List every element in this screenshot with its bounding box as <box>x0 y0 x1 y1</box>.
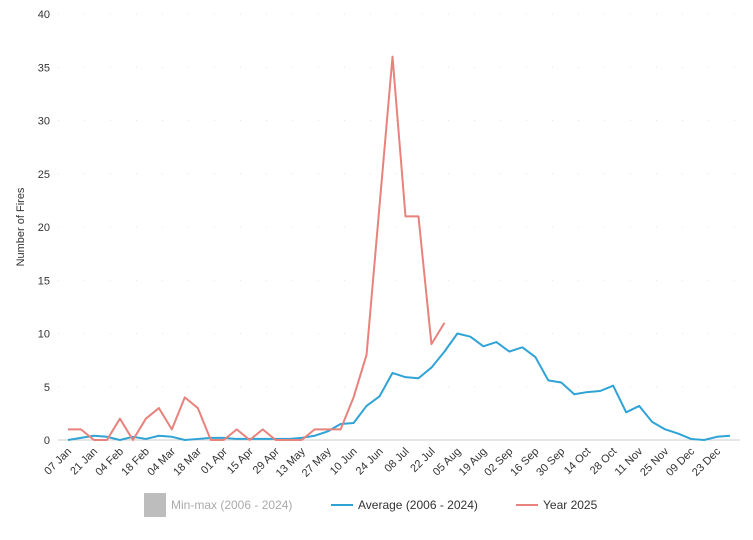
y-tick-label: 20 <box>38 222 50 234</box>
x-tick-label: 07 Jan <box>42 446 74 478</box>
x-tick-label: 05 Aug <box>431 446 464 479</box>
x-tick-label: 15 Apr <box>225 445 256 476</box>
x-tick-label: 08 Jul <box>382 446 411 475</box>
y-axis-label: Number of Fires <box>15 187 27 266</box>
y-tick-label: 10 <box>38 329 50 341</box>
legend-swatch <box>144 493 166 517</box>
series-line <box>68 55 446 441</box>
x-tick-label: 18 Feb <box>119 446 152 479</box>
x-tick-label: 27 May <box>300 445 334 479</box>
x-tick-label: 14 Oct <box>562 446 593 477</box>
series-line <box>67 332 731 441</box>
x-tick-label: 04 Mar <box>145 445 178 478</box>
legend-label: Min-max (2006 - 2024) <box>171 498 292 512</box>
x-tick-label: 23 Dec <box>690 445 723 478</box>
y-tick-label: 15 <box>38 275 50 287</box>
x-tick-label: 30 Sep <box>534 446 567 479</box>
legend-label: Average (2006 - 2024) <box>358 498 478 512</box>
x-tick-label: 18 Mar <box>171 445 204 478</box>
x-tick-label: 04 Feb <box>93 446 126 479</box>
x-tick-label: 01 Apr <box>199 445 230 476</box>
y-tick-label: 5 <box>44 382 50 394</box>
y-tick-label: 35 <box>38 62 50 74</box>
y-tick-label: 40 <box>38 9 50 21</box>
legend-label: Year 2025 <box>543 498 598 512</box>
y-tick-label: 30 <box>38 116 50 128</box>
x-tick-label: 10 Jun <box>328 446 360 478</box>
y-tick-label: 0 <box>44 435 50 447</box>
y-tick-label: 25 <box>38 169 50 181</box>
x-tick-label: 24 Jun <box>354 446 386 478</box>
